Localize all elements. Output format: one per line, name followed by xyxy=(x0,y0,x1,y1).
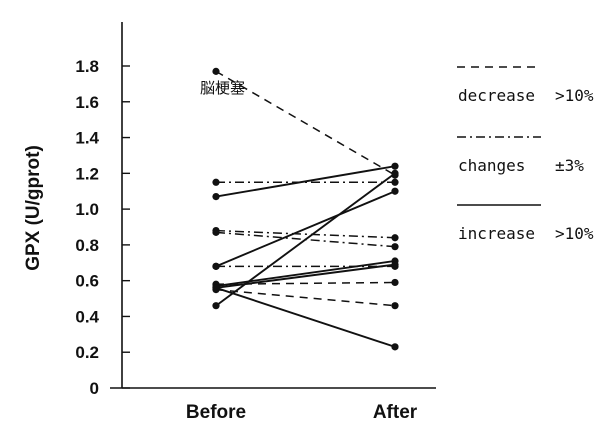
y-tick-label: 1.0 xyxy=(75,200,99,219)
series-line-5 xyxy=(215,229,396,239)
y-tick-label: 1.6 xyxy=(75,93,99,112)
legend-label-dashed: decrease xyxy=(458,86,535,105)
data-point-after xyxy=(391,178,399,186)
series-line-12 xyxy=(215,263,396,289)
axes xyxy=(110,22,436,389)
data-point-before xyxy=(212,302,220,310)
y-tick-label: 0.2 xyxy=(75,343,99,362)
series-line-8 xyxy=(215,165,396,198)
data-point-before xyxy=(212,67,220,75)
legend-label-solid: increase xyxy=(458,224,535,243)
y-tick-label: 0 xyxy=(90,379,99,398)
series-line-10 xyxy=(215,172,396,307)
data-point-before xyxy=(212,192,220,201)
data-point-after xyxy=(391,302,399,310)
y-ticks: 0 0.2 0.4 0.6 0.8 1.0 1.2 1.4 1.6 1.8 xyxy=(75,57,130,398)
y-tick-label: 0.6 xyxy=(75,272,99,291)
plot-area xyxy=(212,67,399,351)
legend-label-dashdot: changes xyxy=(458,156,525,175)
x-tick-label: Before xyxy=(186,402,246,423)
data-point-before xyxy=(212,262,220,270)
series-line-9 xyxy=(215,190,396,268)
y-tick-label: 1.4 xyxy=(75,129,99,148)
data-point-after xyxy=(391,162,399,170)
data-point-after xyxy=(391,187,399,195)
data-point-before xyxy=(212,178,220,186)
x-tick-label: After xyxy=(373,402,418,423)
series-line-11 xyxy=(215,260,396,287)
y-tick-label: 1.2 xyxy=(75,164,99,183)
data-point-after xyxy=(391,260,399,269)
x-ticks: Before After xyxy=(186,402,418,423)
legend-suffix-dashdot: ±3% xyxy=(555,156,584,175)
data-point-after xyxy=(391,234,399,242)
y-axis-label: GPX (U/gprot) xyxy=(23,145,44,271)
legend-suffix-solid: >10% xyxy=(555,224,594,243)
legend: decrease >10% changes ±3% increase >10% xyxy=(457,66,594,243)
series-line-13 xyxy=(215,286,396,348)
data-point-after xyxy=(391,169,399,177)
data-point-after xyxy=(391,343,399,351)
data-point-before xyxy=(212,228,220,236)
legend-suffix-dashed: >10% xyxy=(555,86,594,105)
data-point-before xyxy=(212,284,220,292)
series-line-2 xyxy=(215,288,396,307)
y-tick-label: 1.8 xyxy=(75,57,99,76)
y-tick-label: 0.8 xyxy=(75,236,99,255)
series-line-1 xyxy=(215,70,396,176)
y-tick-label: 0.4 xyxy=(75,307,99,326)
data-point-after xyxy=(391,243,399,251)
annotation-label: 脳梗塞 xyxy=(200,79,245,97)
data-point-after xyxy=(391,278,399,287)
